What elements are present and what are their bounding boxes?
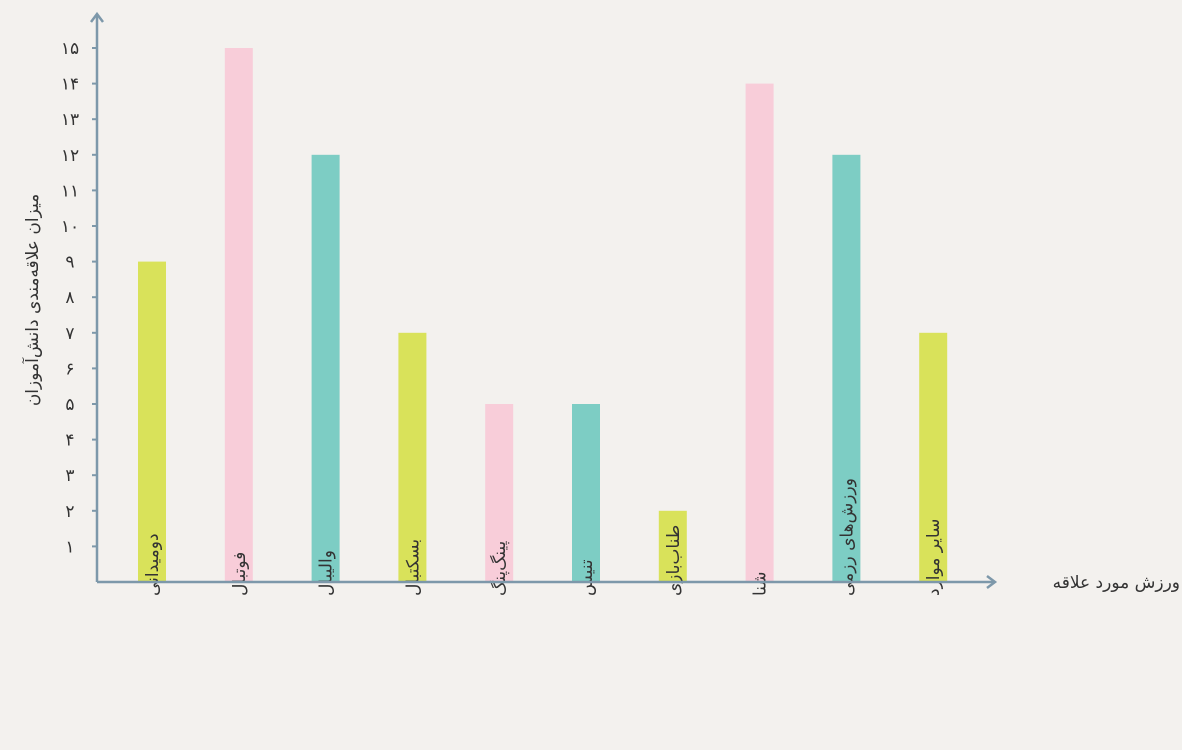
- bar: [224, 48, 253, 582]
- bar: [311, 154, 340, 583]
- bar: [572, 404, 600, 582]
- y-axis-title: میزان علاقه‌مندی دانش‌آموزان: [21, 194, 43, 406]
- category-labels: دومیدانی فوتبال والیبال بسکتبال پینگ‌پنگ تنیس…: [143, 478, 944, 596]
- y-tick-label: ۷: [65, 324, 74, 344]
- y-axis-arrow-icon: [90, 11, 104, 23]
- bar: [398, 332, 427, 582]
- y-tick-label: ۹: [65, 253, 74, 273]
- y-tick-label: ۳: [65, 466, 74, 486]
- category-label: ورزش‌های رزمی: [837, 478, 857, 596]
- y-tick-label: ۵: [65, 395, 74, 415]
- y-tick-label: ۱: [65, 537, 74, 557]
- category-label: فوتبال: [230, 552, 250, 596]
- category-label: سایر موارد: [924, 519, 944, 596]
- y-tick-label: ۱۱: [61, 181, 79, 201]
- bar: [658, 510, 687, 582]
- y-tick-label: ۱۰: [61, 217, 79, 237]
- category-label: بسکتبال: [403, 539, 423, 596]
- bars: [138, 48, 948, 583]
- y-tick-label: ۸: [65, 288, 74, 308]
- category-label: شنا: [751, 571, 771, 596]
- x-axis-arrow-icon: [986, 575, 998, 589]
- category-label: تنیس: [577, 559, 597, 596]
- y-tick-label: ۶: [65, 359, 74, 379]
- category-label: پینگ‌پنگ: [489, 540, 510, 596]
- y-tick-label: ۱۴: [61, 75, 79, 95]
- y-tick-label: ۱۵: [61, 39, 79, 59]
- bar: [485, 404, 514, 582]
- category-label: دومیدانی: [143, 533, 163, 596]
- bar: [832, 154, 861, 583]
- bar: [919, 332, 948, 582]
- bar: [138, 261, 166, 582]
- y-tick-label: ۲: [65, 502, 74, 522]
- y-tick-label: ۱۳: [61, 110, 79, 130]
- bar: [745, 83, 774, 582]
- x-axis-title: ورزش مورد علاقه: [1053, 573, 1180, 593]
- y-tick-label: ۴: [65, 431, 74, 451]
- category-label: والیبال: [317, 550, 337, 596]
- y-tick-label: ۱۲: [61, 146, 79, 166]
- category-label: طناب‌بازی: [664, 525, 684, 596]
